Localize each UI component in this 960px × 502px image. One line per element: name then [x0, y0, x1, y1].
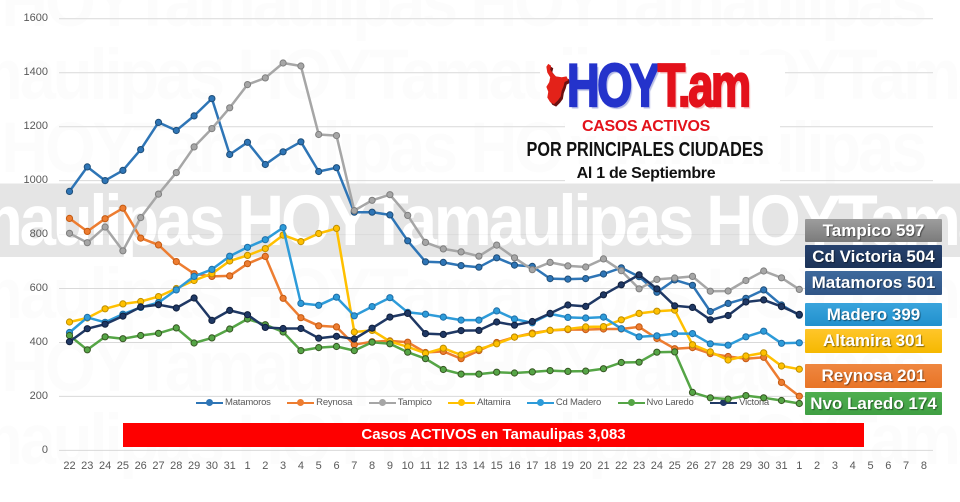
svg-text:HOYTamaulipas HOYTamaulipas HO: HOYTamaulipas HOYTamaulipas HOYTamaulipa…: [0, 36, 960, 115]
